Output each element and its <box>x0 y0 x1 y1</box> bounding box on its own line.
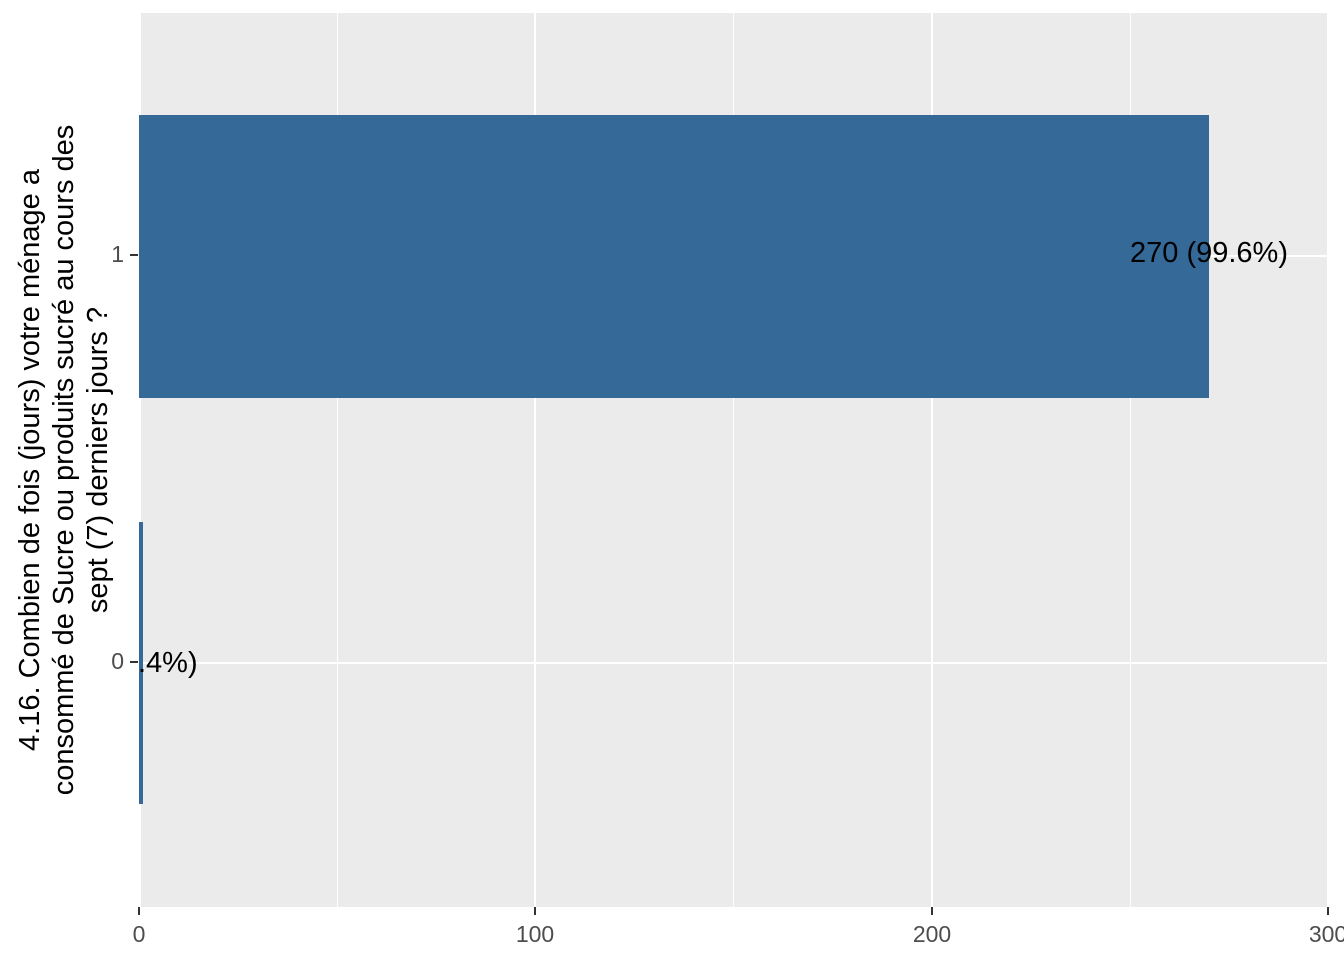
gridline-x0 <box>139 13 141 907</box>
gridline-x50-minor <box>337 13 338 907</box>
x-tick-label-100: 100 <box>515 921 555 947</box>
gridline-x150-minor <box>733 13 734 907</box>
x-tick-mark-0 <box>138 907 140 915</box>
plot-panel: 270 (99.6%) 1 (0.4%) <box>139 13 1329 907</box>
gridline-x200 <box>931 13 933 907</box>
y-tick-label-1: 1 <box>111 241 124 267</box>
bar-category-1 <box>139 115 1209 398</box>
y-axis-title: 4.16. Combien de fois (jours) votre ména… <box>13 125 115 796</box>
y-tick-mark-0 <box>130 661 138 663</box>
y-axis-title-line-2: consommé de Sucre ou produits sucré au c… <box>48 124 80 796</box>
bar-value-label-0: 1 (0.4%) <box>139 647 198 679</box>
y-tick-label-0: 0 <box>111 648 124 674</box>
gridline-x100 <box>534 13 536 907</box>
x-tick-mark-300 <box>1327 907 1329 915</box>
x-tick-mark-200 <box>931 907 933 915</box>
x-tick-label-200: 200 <box>912 921 952 947</box>
y-tick-mark-1 <box>130 254 138 256</box>
x-tick-label-300: 300 <box>1308 921 1344 947</box>
gridline-y-cat0 <box>139 662 1329 664</box>
x-tick-mark-100 <box>534 907 536 915</box>
y-axis-title-line-1: 4.16. Combien de fois (jours) votre ména… <box>14 169 46 751</box>
bar-value-label-1: 270 (99.6%) <box>1130 237 1288 269</box>
gridline-x250-minor <box>1130 13 1131 907</box>
gridline-x300 <box>1327 13 1329 907</box>
bar-value-label-0-clip: 1 (0.4%) <box>139 646 359 680</box>
bar-category-0 <box>139 522 143 804</box>
y-axis-title-line-3: sept (7) derniers jours ? <box>82 306 114 614</box>
x-tick-label-0: 0 <box>132 921 146 947</box>
